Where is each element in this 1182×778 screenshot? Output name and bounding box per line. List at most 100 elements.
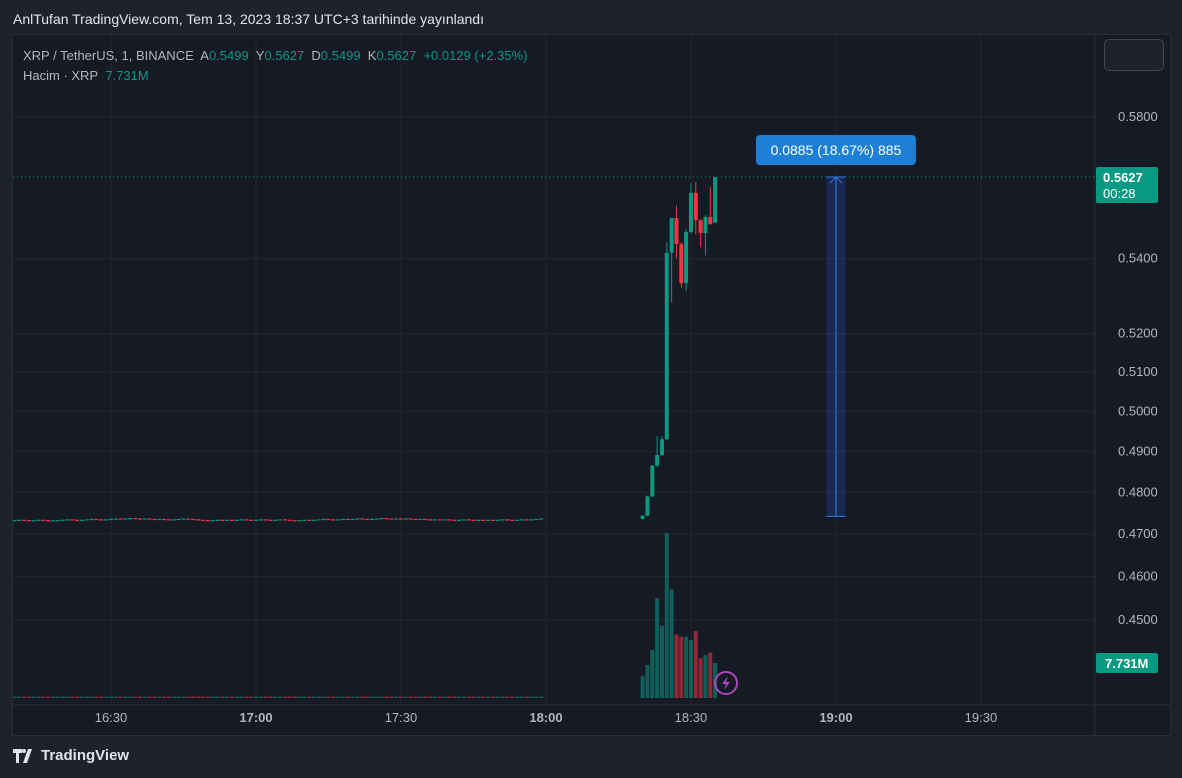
volume-bar [432, 696, 437, 698]
candle [36, 519, 41, 521]
open-label: A [200, 48, 209, 63]
x-tick-label: 18:30 [675, 710, 708, 725]
candle [239, 519, 244, 521]
candle [200, 519, 205, 521]
candle [104, 519, 109, 521]
candle [142, 518, 147, 520]
candle [674, 217, 679, 245]
x-tick-label: 19:00 [819, 710, 852, 725]
change-value: +0.0129 (+2.35%) [423, 48, 528, 63]
y-tick-label: 0.4600 [1118, 569, 1158, 584]
candle [282, 519, 287, 521]
x-tick-label: 17:00 [239, 710, 272, 725]
volume-bar [133, 696, 138, 698]
volume-bar [519, 696, 524, 698]
candle [529, 519, 534, 521]
low-value: 0.5499 [320, 48, 361, 63]
volume-bar [104, 696, 109, 698]
volume-bar [118, 696, 123, 698]
volume-label[interactable]: Hacim · XRP [23, 68, 99, 83]
candle [321, 518, 326, 521]
volume-bar [60, 696, 65, 698]
x-tick-label: 19:30 [965, 710, 998, 725]
candle [495, 519, 500, 521]
volume-bar [166, 696, 171, 698]
volume-bar [655, 598, 660, 698]
candle [398, 518, 403, 520]
candle [137, 518, 142, 520]
candle [505, 519, 510, 521]
candle [234, 519, 239, 521]
volume-bar [195, 696, 200, 698]
volume-bar [461, 696, 466, 698]
candle [640, 515, 645, 519]
volume-bar [234, 696, 239, 698]
volume-bar [99, 696, 104, 698]
volume-bar [413, 696, 418, 698]
volume-bar [239, 696, 244, 698]
candle [99, 519, 104, 521]
candle [442, 519, 447, 521]
volume-bar [693, 630, 698, 698]
volume-bar [321, 696, 326, 698]
candle [336, 519, 341, 521]
volume-bar [374, 696, 379, 698]
countdown-label: 00:28 [1103, 186, 1136, 201]
candle [123, 518, 128, 520]
candle [679, 244, 684, 284]
candle [650, 465, 655, 497]
volume-bar [534, 696, 539, 698]
volume-bar [215, 696, 220, 698]
volume-bar [307, 696, 312, 698]
volume-bar [302, 696, 307, 698]
volume-bar [273, 696, 278, 698]
volume-bar [157, 696, 162, 698]
candle [31, 520, 36, 522]
candle [46, 520, 51, 522]
volume-bar [659, 625, 664, 698]
candle [698, 220, 703, 234]
last-price-label: 0.5627 [1103, 170, 1143, 185]
volume-bar [249, 696, 254, 698]
tradingview-logo-icon [13, 748, 32, 763]
volume-bar [510, 696, 515, 698]
candle [224, 519, 229, 521]
volume-bar [403, 696, 408, 698]
volume-bar [258, 696, 263, 698]
volume-bar [41, 696, 46, 698]
volume-bar [394, 696, 399, 698]
volume-bar [278, 696, 283, 698]
tradingview-logo[interactable]: TradingView [13, 747, 129, 764]
candle [418, 518, 423, 521]
volume-bar [176, 696, 181, 698]
volume-bar [191, 696, 196, 698]
chart-frame[interactable]: 0.5800 0.5400 0.5200 0.5100 0.5000 0.4900 0.48… [12, 34, 1171, 736]
volume-bar [186, 696, 191, 698]
volume-bar [181, 696, 186, 698]
volume-bar [365, 696, 370, 698]
candle [268, 519, 273, 521]
volume-bar [340, 696, 345, 698]
candle [287, 519, 292, 521]
volume-bar [669, 589, 674, 698]
candle [84, 519, 89, 521]
candle [413, 518, 418, 521]
candle [65, 519, 70, 521]
price-chart[interactable]: 0.5800 0.5400 0.5200 0.5100 0.5000 0.4900 0.48… [13, 35, 1170, 735]
candle [703, 216, 708, 234]
candle [302, 519, 307, 521]
candle [205, 520, 210, 522]
candle [89, 518, 94, 521]
candle [355, 518, 360, 520]
volume-bar [152, 696, 157, 698]
open-value: 0.5499 [208, 48, 249, 63]
candle [60, 519, 65, 521]
symbol-label[interactable]: XRP / TetherUS, 1, BINANCE [23, 48, 194, 63]
y-tick-label: 0.5200 [1118, 326, 1158, 341]
candle [26, 520, 31, 522]
chart-menu-button[interactable] [1104, 39, 1164, 71]
volume-bar [505, 696, 510, 698]
volume-bar [529, 696, 534, 698]
volume-bar [398, 696, 403, 698]
volume-bar [466, 696, 471, 698]
